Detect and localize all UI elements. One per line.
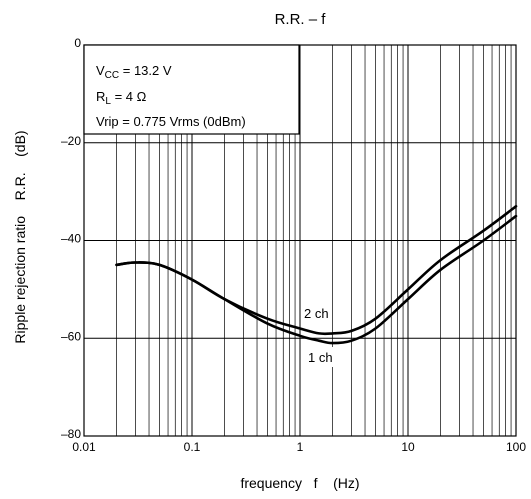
vcc-value: = 13.2 V [119, 63, 172, 78]
series-line-1ch [115, 214, 518, 345]
y-tick-label: –60 [61, 329, 81, 343]
series-label-1ch-bg [304, 347, 344, 367]
x-axis-label: frequency f (Hz) [240, 475, 359, 491]
x-tick-label: 100 [506, 440, 526, 454]
x-tick-label: 1 [297, 440, 304, 454]
y-tick-labels: 0 –20 –40 –60 –80 [61, 36, 81, 441]
series-label-1ch: 1 ch [308, 350, 333, 365]
x-tick-label: 0.01 [72, 440, 96, 454]
condition-vcc: VCC = 13.2 V [96, 63, 172, 81]
plot-frame [83, 44, 517, 437]
vcc-symbol: V [96, 63, 105, 78]
series-label-2ch: 2 ch [304, 306, 329, 321]
rl-symbol: R [96, 89, 105, 104]
x-tick-label: 0.1 [184, 440, 201, 454]
vcc-subscript: CC [105, 70, 119, 81]
y-tick-label: –20 [61, 134, 81, 148]
rl-subscript: L [105, 96, 111, 107]
rl-value: = 4 Ω [111, 89, 147, 104]
y-tick-label: 0 [74, 36, 81, 50]
y-tick-label: –80 [61, 427, 81, 441]
chart-title: R.R. – f [275, 11, 327, 28]
conditions-box-frame [83, 44, 300, 135]
y-axis-label: Ripple rejection ratio R.R. (dB) [12, 130, 28, 343]
series-lines [115, 205, 518, 345]
x-tick-label: 10 [401, 440, 415, 454]
x-tick-labels: 0.01 0.1 1 10 100 [72, 440, 526, 454]
y-tick-label: –40 [61, 232, 81, 246]
condition-vrip: Vrip = 0.775 Vrms (0dBm) [96, 114, 246, 129]
condition-rl: RL = 4 Ω [96, 89, 147, 107]
conditions-box: VCC = 13.2 V RL = 4 Ω Vrip = 0.775 Vrms … [83, 44, 300, 135]
